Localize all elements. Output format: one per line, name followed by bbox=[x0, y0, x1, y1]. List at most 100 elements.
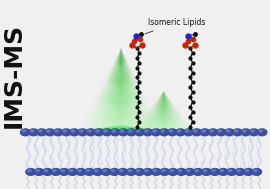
Polygon shape bbox=[131, 128, 196, 131]
Polygon shape bbox=[151, 107, 176, 108]
Circle shape bbox=[78, 169, 81, 172]
Polygon shape bbox=[111, 67, 131, 68]
Polygon shape bbox=[120, 49, 122, 50]
Polygon shape bbox=[159, 96, 168, 97]
Polygon shape bbox=[148, 110, 179, 111]
Circle shape bbox=[53, 169, 56, 172]
Circle shape bbox=[145, 169, 148, 172]
Polygon shape bbox=[146, 113, 181, 114]
Circle shape bbox=[243, 130, 246, 132]
Polygon shape bbox=[80, 128, 162, 129]
Circle shape bbox=[111, 169, 115, 172]
Circle shape bbox=[68, 169, 77, 175]
Polygon shape bbox=[136, 126, 191, 127]
Circle shape bbox=[143, 129, 153, 136]
Circle shape bbox=[85, 169, 94, 175]
Polygon shape bbox=[106, 78, 137, 79]
Circle shape bbox=[31, 130, 34, 132]
Circle shape bbox=[177, 169, 186, 175]
Circle shape bbox=[161, 130, 164, 132]
Circle shape bbox=[167, 129, 177, 136]
Circle shape bbox=[187, 169, 190, 172]
Circle shape bbox=[120, 169, 123, 172]
Circle shape bbox=[45, 129, 55, 136]
Polygon shape bbox=[96, 97, 146, 98]
Polygon shape bbox=[112, 66, 131, 67]
Polygon shape bbox=[118, 53, 124, 55]
Circle shape bbox=[208, 129, 218, 136]
Polygon shape bbox=[151, 106, 176, 107]
Polygon shape bbox=[160, 95, 167, 96]
Circle shape bbox=[112, 130, 116, 132]
Polygon shape bbox=[162, 93, 166, 94]
Circle shape bbox=[225, 129, 234, 136]
Circle shape bbox=[202, 169, 211, 175]
Circle shape bbox=[101, 169, 111, 175]
Circle shape bbox=[36, 169, 39, 172]
Circle shape bbox=[136, 169, 140, 172]
Polygon shape bbox=[98, 92, 144, 94]
Polygon shape bbox=[128, 129, 199, 131]
Polygon shape bbox=[104, 81, 138, 82]
Polygon shape bbox=[89, 110, 153, 111]
Polygon shape bbox=[115, 59, 127, 60]
Polygon shape bbox=[135, 127, 192, 128]
Polygon shape bbox=[119, 51, 123, 53]
Polygon shape bbox=[92, 104, 150, 105]
Polygon shape bbox=[102, 84, 140, 85]
Polygon shape bbox=[80, 129, 163, 130]
Polygon shape bbox=[103, 83, 139, 84]
Polygon shape bbox=[158, 98, 170, 99]
Circle shape bbox=[39, 130, 42, 132]
Circle shape bbox=[21, 129, 30, 136]
Polygon shape bbox=[155, 101, 172, 102]
Polygon shape bbox=[116, 57, 126, 58]
Circle shape bbox=[86, 169, 90, 172]
Polygon shape bbox=[153, 104, 174, 105]
Polygon shape bbox=[100, 89, 142, 90]
Circle shape bbox=[257, 129, 267, 136]
Circle shape bbox=[204, 169, 207, 172]
Circle shape bbox=[110, 129, 120, 136]
Polygon shape bbox=[86, 116, 156, 117]
Circle shape bbox=[110, 169, 119, 175]
Polygon shape bbox=[95, 99, 147, 100]
Circle shape bbox=[151, 129, 161, 136]
Circle shape bbox=[126, 169, 136, 175]
Circle shape bbox=[127, 129, 136, 136]
Circle shape bbox=[78, 129, 87, 136]
Circle shape bbox=[160, 169, 169, 175]
Polygon shape bbox=[93, 102, 149, 103]
Circle shape bbox=[34, 169, 44, 175]
Polygon shape bbox=[137, 125, 191, 126]
Circle shape bbox=[176, 129, 185, 136]
Polygon shape bbox=[127, 129, 200, 131]
Circle shape bbox=[44, 169, 48, 172]
Circle shape bbox=[76, 169, 86, 175]
Polygon shape bbox=[112, 65, 130, 66]
Circle shape bbox=[185, 169, 194, 175]
Polygon shape bbox=[89, 111, 154, 112]
Polygon shape bbox=[104, 80, 137, 81]
Polygon shape bbox=[96, 98, 147, 99]
Polygon shape bbox=[87, 113, 155, 115]
Circle shape bbox=[86, 129, 95, 136]
Circle shape bbox=[55, 130, 58, 132]
Polygon shape bbox=[109, 71, 133, 73]
Circle shape bbox=[218, 130, 222, 132]
Polygon shape bbox=[97, 96, 146, 97]
Polygon shape bbox=[101, 87, 141, 88]
Circle shape bbox=[192, 129, 201, 136]
Text: Isomeric Lipids: Isomeric Lipids bbox=[145, 18, 205, 34]
Polygon shape bbox=[133, 129, 194, 130]
Polygon shape bbox=[92, 105, 150, 106]
Polygon shape bbox=[117, 55, 125, 56]
Polygon shape bbox=[74, 125, 168, 131]
Circle shape bbox=[143, 169, 153, 175]
Polygon shape bbox=[154, 102, 173, 103]
Polygon shape bbox=[107, 75, 135, 76]
Polygon shape bbox=[134, 128, 193, 129]
Polygon shape bbox=[87, 115, 155, 116]
Polygon shape bbox=[94, 100, 148, 101]
Polygon shape bbox=[90, 109, 153, 110]
